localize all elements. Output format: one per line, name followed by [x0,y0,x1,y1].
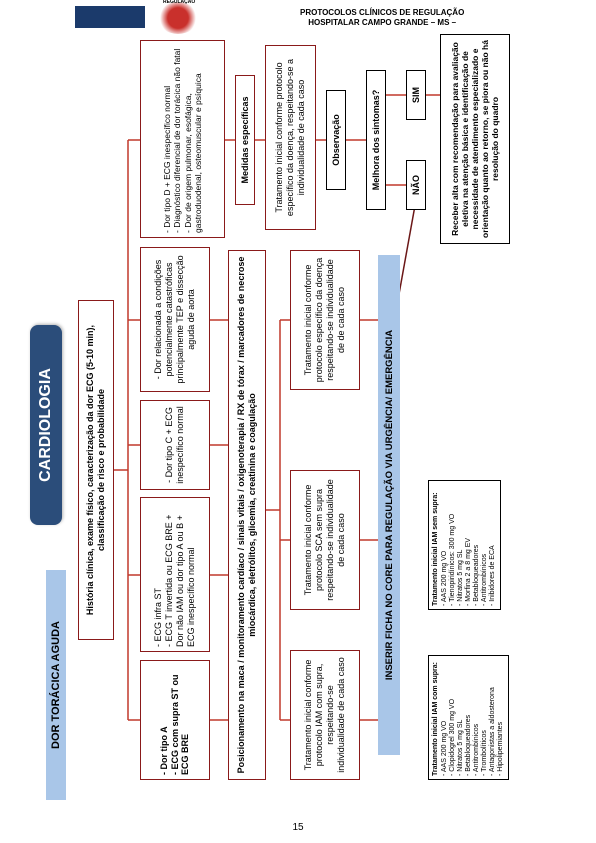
action-text: INSERIR FICHA NO CORE PARA REGULAÇÃO VIA… [384,330,395,680]
t1-text: Tratamento inicial conforme protocolo IA… [303,655,346,775]
tx-supra-item: - Clopidogrel 300 mg VO [449,659,457,776]
box-pos: Posicionamento na maca / monitoramento c… [228,250,266,780]
box-mel: Melhora dos sintomas? [366,70,386,210]
sim-text: SIM [411,87,422,103]
header-text: PROTOCOLOS CLÍNICOS DE REGULAÇÃO HOSPITA… [300,8,464,29]
box-e: - Dor tipo D + ECG inespecífico normal -… [140,40,225,238]
tx-sem-item: - Tienopiridínicos: 300 mg VO [449,484,457,606]
tx-supra-item: - Betabloqueadores [465,659,473,776]
mel-text: Melhora dos sintomas? [371,90,382,191]
tx-supra-item: - Hipolipemiantes [497,659,505,776]
t2-text: Tratamento inicial conforme protocolo SC… [303,475,346,605]
subtitle-bar: DOR TORÁCICA AGUDA [46,570,66,800]
d-text: - Dor relacionada a condições potencialm… [153,252,196,387]
box-a: - Dor tipo A - ECG com supra ST ou ECG B… [140,660,210,780]
box-obs: Observação [326,90,346,190]
med-text: Medidas específicas [240,96,251,183]
c-text: - Dor tipo C + ECG inespecífico normal [164,405,186,485]
logo-sus [75,6,145,28]
logo-regulacao-text: REGULAÇÃO [163,0,195,5]
history-text: História clínica, exame físico, caracter… [85,305,107,635]
tx-sem-title: Tratamento inicial IAM sem supra: [432,484,440,606]
tx-supra-item: - Antagonistas a aldosterona [489,659,497,776]
box-med: Medidas específicas [235,75,255,205]
tx-sem-item: - Antitrombínicos [481,484,489,606]
tx-supra-item: - Trombolíticos [481,659,489,776]
obs-text: Observação [331,114,342,166]
tx-sem-item: - Betabloqueadores [473,484,481,606]
tx-supra-list: Tratamento inicial IAM com supra:- AAS 2… [428,655,509,780]
box-t2: Tratamento inicial conforme protocolo SC… [290,470,360,610]
page-number: 15 [292,822,303,833]
flowchart-stage: CARDIOLOGIA DOR TORÁCICA AGUDA História … [28,30,568,810]
tx-supra-item: - Nitratos 5 mg SL [457,659,465,776]
tx-sem-list: Tratamento inicial IAM sem supra:- AAS 2… [428,480,501,610]
box-t4: Tratamento inicial conforme protocolo es… [265,45,316,230]
tx-supra-item: - AAS 200 mg VO [441,659,449,776]
box-sim: SIM [406,70,426,120]
t3-text: Tratamento inicial conforme protocolo es… [303,255,346,385]
header-line1: PROTOCOLOS CLÍNICOS DE REGULAÇÃO [300,8,464,17]
tx-sem-item: - Morfina 2 a 8 mg EV [465,484,473,606]
box-t1: Tratamento inicial conforme protocolo IA… [290,650,360,780]
alta-text: Receber alta com recomendação para avali… [450,39,501,239]
box-b: - ECG infra ST - ECG T invertida ou ECG … [140,497,210,652]
action-bar: INSERIR FICHA NO CORE PARA REGULAÇÃO VIA… [378,255,400,755]
tx-sem-item: - AAS 200 mg VO [441,484,449,606]
t4-text: Tratamento inicial conforme protocolo es… [274,50,306,225]
box-nao: NÃO [406,160,426,210]
title-cardiologia: CARDIOLOGIA [30,325,62,525]
tx-supra-item: - Antitrombínicos [473,659,481,776]
box-d: - Dor relacionada a condições potencialm… [140,247,210,392]
subtitle-text: DOR TORÁCICA AGUDA [50,621,62,749]
header-line2: HOSPITALAR CAMPO GRANDE – MS – [308,18,456,27]
page: PROTOCOLOS CLÍNICOS DE REGULAÇÃO HOSPITA… [0,0,596,843]
e-text: - Dor tipo D + ECG inespecífico normal -… [162,45,203,233]
tx-sem-item: - Inibidores de ECA [489,484,497,606]
tx-supra-title: Tratamento inicial IAM com supra: [432,659,440,776]
box-c: - Dor tipo C + ECG inespecífico normal [140,400,210,490]
title-text: CARDIOLOGIA [37,368,55,482]
box-history: História clínica, exame físico, caracter… [78,300,114,640]
nao-text: NÃO [411,175,422,195]
b-text: - ECG infra ST - ECG T invertida ou ECG … [153,502,196,647]
pos-text: Posicionamento na maca / monitoramento c… [236,255,258,775]
box-alta: Receber alta com recomendação para avali… [440,34,510,244]
box-t3: Tratamento inicial conforme protocolo es… [290,250,360,390]
a-text: - Dor tipo A - ECG com supra ST ou ECG B… [159,665,191,775]
tx-sem-item: - Nitratos 5 mg SL [457,484,465,606]
